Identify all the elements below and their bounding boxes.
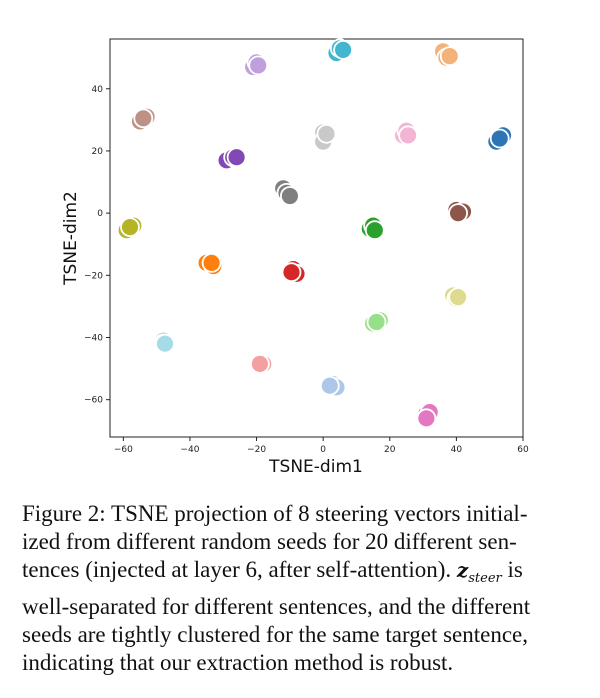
x-axis-ticks: −60 −40 −20 0 20 40 60	[114, 437, 529, 455]
x-tick-label: −40	[180, 445, 199, 455]
caption-line: seeds are tightly clustered for the same…	[22, 622, 529, 647]
caption-line: Figure 2: TSNE projection of 8 steering …	[22, 501, 528, 526]
y-tick-label: −20	[84, 271, 103, 281]
y-tick-label: 40	[92, 85, 104, 95]
plot-area-frame	[109, 38, 524, 438]
math-subscript: steer	[468, 571, 502, 586]
data-point-sentence-1-3	[248, 55, 269, 76]
caption-text: is	[507, 557, 523, 582]
y-tick-label: 20	[92, 147, 104, 157]
x-tick-label: −60	[114, 445, 133, 455]
data-point-sentence-14-3	[281, 262, 302, 283]
data-point-sentence-8-3	[226, 147, 247, 168]
data-point-sentence-13-3	[201, 252, 222, 273]
data-point-sentence-5-3	[316, 123, 337, 144]
figure-caption: Figure 2: TSNE projection of 8 steering …	[22, 500, 582, 677]
y-axis-label: TSNE-dim2	[61, 191, 81, 286]
x-tick-label: 60	[517, 445, 529, 455]
data-point-sentence-19-3	[319, 375, 340, 396]
data-point-sentence-15-3	[448, 287, 469, 308]
math-symbol: z	[456, 558, 469, 582]
points-layer	[116, 38, 513, 429]
data-point-sentence-6-3	[398, 125, 419, 146]
data-point-sentence-17-3	[155, 333, 175, 354]
x-tick-label: 20	[384, 445, 396, 455]
x-axis-label: TSNE-dim1	[268, 457, 363, 477]
y-tick-label: 0	[97, 209, 103, 219]
data-point-sentence-9-3	[279, 186, 300, 206]
caption-text: tences (injected at layer 6, after self-…	[22, 557, 452, 582]
data-point-sentence-10-3	[120, 217, 140, 238]
caption-line: ized from different random seeds for 20 …	[22, 529, 517, 554]
caption-line: tences (injected at layer 6, after self-…	[22, 556, 582, 593]
data-point-sentence-11-3	[364, 220, 385, 241]
data-point-sentence-7-3	[489, 128, 510, 149]
data-point-sentence-20-3	[416, 408, 437, 429]
x-tick-label: −20	[247, 445, 266, 455]
tsne-scatter-chart: −60 −40 −20 0 20 40 60 −60 −40 −20 0 20 40 TSNE-dim…	[61, 38, 529, 477]
data-point-sentence-4-3	[133, 108, 154, 129]
y-tick-label: −40	[84, 334, 103, 344]
y-tick-label: −60	[84, 396, 103, 406]
data-point-sentence-12-3	[448, 203, 469, 224]
data-point-sentence-3-3	[439, 46, 460, 66]
x-tick-label: 0	[320, 445, 326, 455]
x-tick-label: 40	[451, 445, 463, 455]
y-axis-ticks: −60 −40 −20 0 20 40	[84, 85, 110, 406]
data-point-sentence-16-3	[366, 312, 387, 332]
caption-line: indicating that our extraction method is…	[22, 650, 454, 675]
caption-line: well-separated for different sentences, …	[22, 594, 531, 619]
data-point-sentence-18-3	[249, 353, 270, 374]
data-point-sentence-2-3	[333, 40, 354, 60]
z-steer-symbol: zsteer	[456, 558, 502, 586]
